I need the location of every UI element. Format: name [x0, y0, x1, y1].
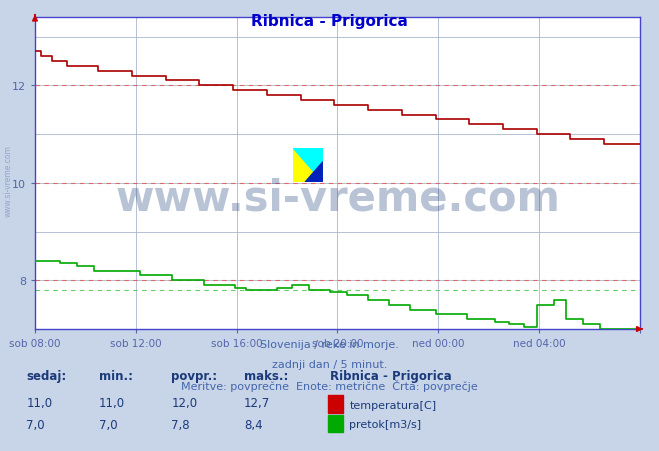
Text: 7,0: 7,0: [26, 419, 45, 432]
Text: 7,8: 7,8: [171, 419, 190, 432]
Text: www.si-vreme.com: www.si-vreme.com: [115, 178, 560, 220]
Text: zadnji dan / 5 minut.: zadnji dan / 5 minut.: [272, 359, 387, 369]
Text: 8,4: 8,4: [244, 419, 262, 432]
Text: maks.:: maks.:: [244, 369, 288, 382]
Polygon shape: [293, 149, 323, 183]
Text: sedaj:: sedaj:: [26, 369, 67, 382]
Polygon shape: [305, 162, 323, 183]
Text: povpr.:: povpr.:: [171, 369, 217, 382]
Text: 11,0: 11,0: [99, 396, 125, 409]
Text: www.si-vreme.com: www.si-vreme.com: [4, 144, 13, 216]
Text: min.:: min.:: [99, 369, 133, 382]
Text: Meritve: povprečne  Enote: metrične  Črta: povprečje: Meritve: povprečne Enote: metrične Črta:…: [181, 379, 478, 391]
Polygon shape: [293, 149, 323, 183]
Text: 11,0: 11,0: [26, 396, 53, 409]
Text: Ribnica - Prigorica: Ribnica - Prigorica: [330, 369, 451, 382]
Text: 7,0: 7,0: [99, 419, 117, 432]
Text: temperatura[C]: temperatura[C]: [349, 400, 436, 410]
Bar: [328, 415, 343, 432]
Text: 12,0: 12,0: [171, 396, 198, 409]
Text: pretok[m3/s]: pretok[m3/s]: [349, 419, 421, 429]
Bar: [328, 396, 343, 413]
Text: 12,7: 12,7: [244, 396, 270, 409]
Text: Ribnica - Prigorica: Ribnica - Prigorica: [251, 14, 408, 28]
Text: Slovenija / reke in morje.: Slovenija / reke in morje.: [260, 339, 399, 349]
